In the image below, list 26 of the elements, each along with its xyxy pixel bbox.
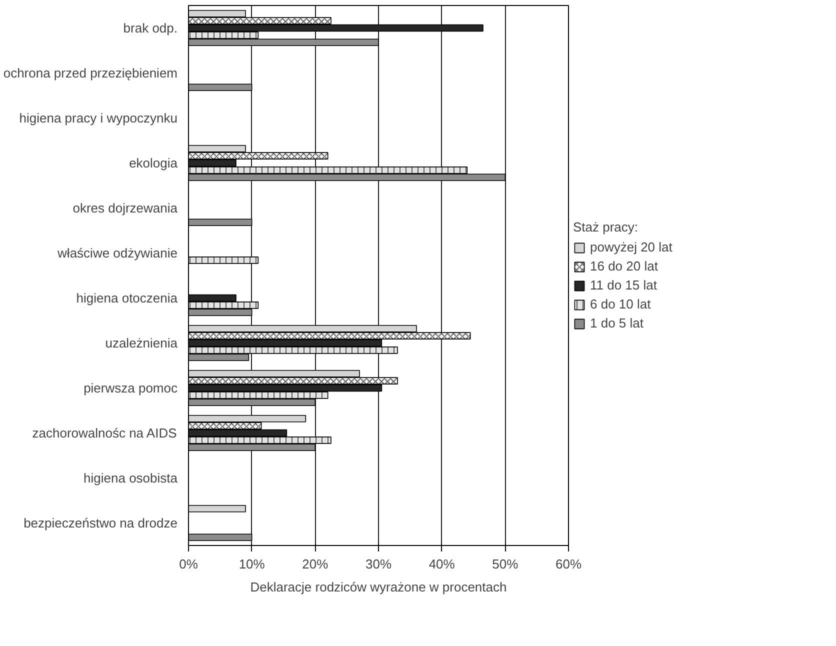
- y-tick-label: higiena pracy i wypoczynku: [19, 110, 178, 126]
- y-tick-label: uzależnienia: [105, 336, 178, 350]
- x-tick-label: 60%: [555, 556, 582, 572]
- x-tick-label: 20%: [302, 556, 329, 572]
- y-tick-label: ochrona przed przeziębieniem: [3, 66, 178, 80]
- y-tick-label: bezpieczeństwo na drodze: [24, 516, 178, 530]
- y-tick-label: brak odp.: [123, 20, 178, 36]
- x-tick-label: 10%: [238, 556, 266, 572]
- y-tick-label: higiena osobista: [84, 470, 178, 486]
- y-tick-label: zachorowalnośc na AIDS: [32, 426, 178, 440]
- x-tick-label: 40%: [428, 556, 456, 572]
- legend-label: 1 do 5 lat: [590, 316, 644, 330]
- y-tick-label: pierwsza pomoc: [84, 380, 178, 396]
- legend-label: powyżej 20 lat: [590, 240, 672, 254]
- x-axis-title: Deklaracje rodziców wyrażone w procentach: [250, 580, 507, 594]
- legend-label: 11 do 15 lat: [590, 278, 657, 292]
- y-tick-label: higiena otoczenia: [76, 290, 178, 306]
- legend-label: 6 do 10 lat: [590, 296, 651, 312]
- legend-label: 16 do 20 lat: [590, 258, 658, 274]
- x-tick-label: 50%: [492, 556, 519, 572]
- y-tick-label: ekologia: [129, 156, 178, 170]
- y-tick-label: właściwe odżywianie: [56, 246, 178, 260]
- y-tick-label: okres dojrzewania: [72, 200, 178, 216]
- x-tick-label: 30%: [365, 556, 392, 572]
- x-tick-label: 0%: [179, 556, 198, 572]
- legend-title: Staż pracy:: [573, 220, 640, 234]
